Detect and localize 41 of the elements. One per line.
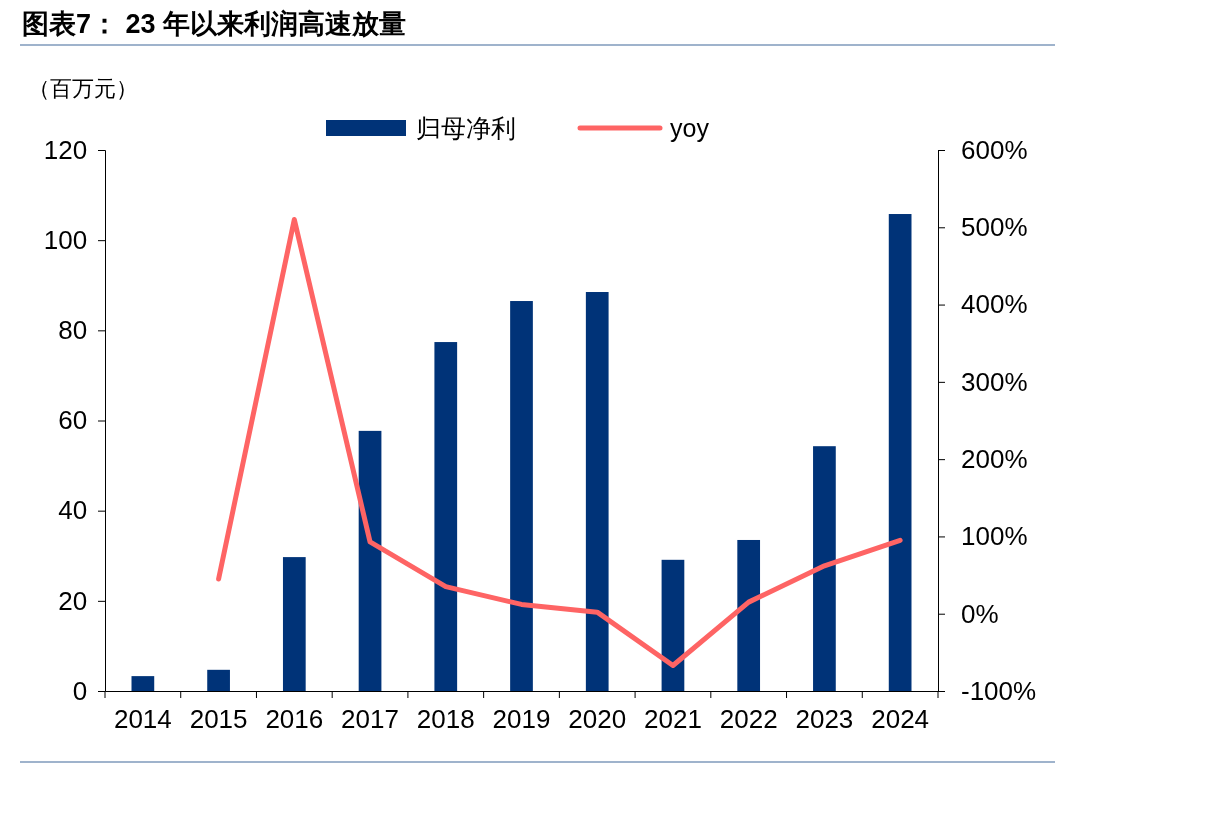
bar [888,214,912,691]
y2-tick-label: 300% [961,366,1028,397]
y2-tick-label: 100% [961,521,1028,552]
bar [813,446,836,691]
bar [661,559,685,691]
x-tick-label: 2020 [568,703,627,734]
x-tick-label: 2022 [719,703,778,734]
y2-tick-label: 400% [961,289,1028,320]
y-tick-label: 40 [58,495,88,526]
y2-tick-label: 0% [961,598,999,629]
legend-label: yoy [670,114,710,142]
y-tick-label: 120 [43,134,88,165]
x-tick-label: 2021 [644,703,702,734]
y2-tick-label: 600% [961,134,1028,165]
bar [434,342,458,691]
bar [358,430,382,691]
y-tick-label: 20 [58,585,88,616]
chart-title: 图表7： 23 年以来利润高速放量 [22,9,407,39]
y2-tick-label: 500% [961,212,1028,243]
x-tick-label: 2023 [795,703,854,734]
x-tick-label: 2017 [341,703,399,734]
legend-label: 归母净利 [416,114,516,142]
x-tick-label: 2014 [113,703,172,734]
y-tick-label: 0 [72,675,88,706]
y-axis-title: （百万元） [28,76,138,101]
y2-tick-label: -100% [961,675,1037,706]
bar [510,301,533,691]
x-tick-label: 2024 [871,703,930,734]
x-tick-label: 2019 [492,703,551,734]
y-tick-label: 80 [58,315,88,346]
y-tick-label: 100 [43,224,88,255]
y2-tick-label: 200% [961,443,1028,474]
bar [207,669,230,691]
bar [131,676,155,691]
bar [282,557,306,691]
bar [585,292,609,691]
x-tick-label: 2015 [189,703,248,734]
x-tick-label: 2016 [265,703,324,734]
y-tick-label: 60 [58,405,88,436]
bar [737,539,761,691]
x-tick-label: 2018 [416,703,475,734]
